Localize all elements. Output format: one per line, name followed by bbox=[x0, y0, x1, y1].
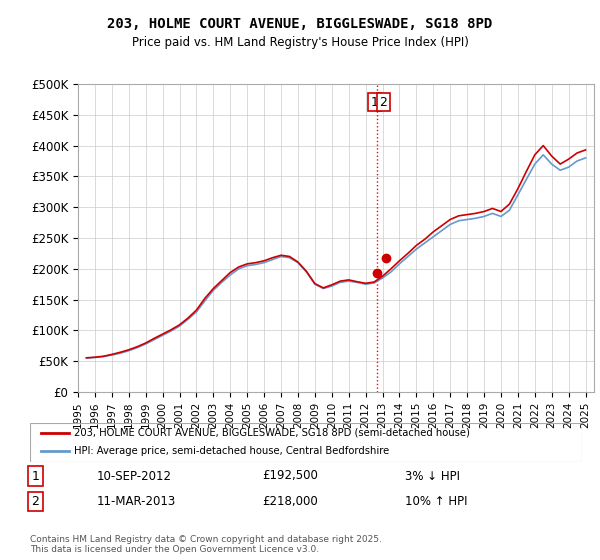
Text: 1: 1 bbox=[371, 96, 379, 109]
Text: 11-MAR-2013: 11-MAR-2013 bbox=[96, 494, 175, 508]
Text: 2: 2 bbox=[32, 494, 40, 508]
Text: 10-SEP-2012: 10-SEP-2012 bbox=[96, 469, 171, 483]
Text: 203, HOLME COURT AVENUE, BIGGLESWADE, SG18 8PD: 203, HOLME COURT AVENUE, BIGGLESWADE, SG… bbox=[107, 17, 493, 31]
Text: 2: 2 bbox=[379, 96, 388, 109]
Text: Contains HM Land Registry data © Crown copyright and database right 2025.
This d: Contains HM Land Registry data © Crown c… bbox=[30, 535, 382, 554]
Text: 3% ↓ HPI: 3% ↓ HPI bbox=[406, 469, 460, 483]
Text: 203, HOLME COURT AVENUE, BIGGLESWADE, SG18 8PD (semi-detached house): 203, HOLME COURT AVENUE, BIGGLESWADE, SG… bbox=[74, 428, 470, 437]
Text: 10% ↑ HPI: 10% ↑ HPI bbox=[406, 494, 468, 508]
Text: Price paid vs. HM Land Registry's House Price Index (HPI): Price paid vs. HM Land Registry's House … bbox=[131, 36, 469, 49]
Text: 1: 1 bbox=[32, 469, 40, 483]
Text: £192,500: £192,500 bbox=[262, 469, 318, 483]
Text: £218,000: £218,000 bbox=[262, 494, 317, 508]
Text: HPI: Average price, semi-detached house, Central Bedfordshire: HPI: Average price, semi-detached house,… bbox=[74, 446, 389, 456]
